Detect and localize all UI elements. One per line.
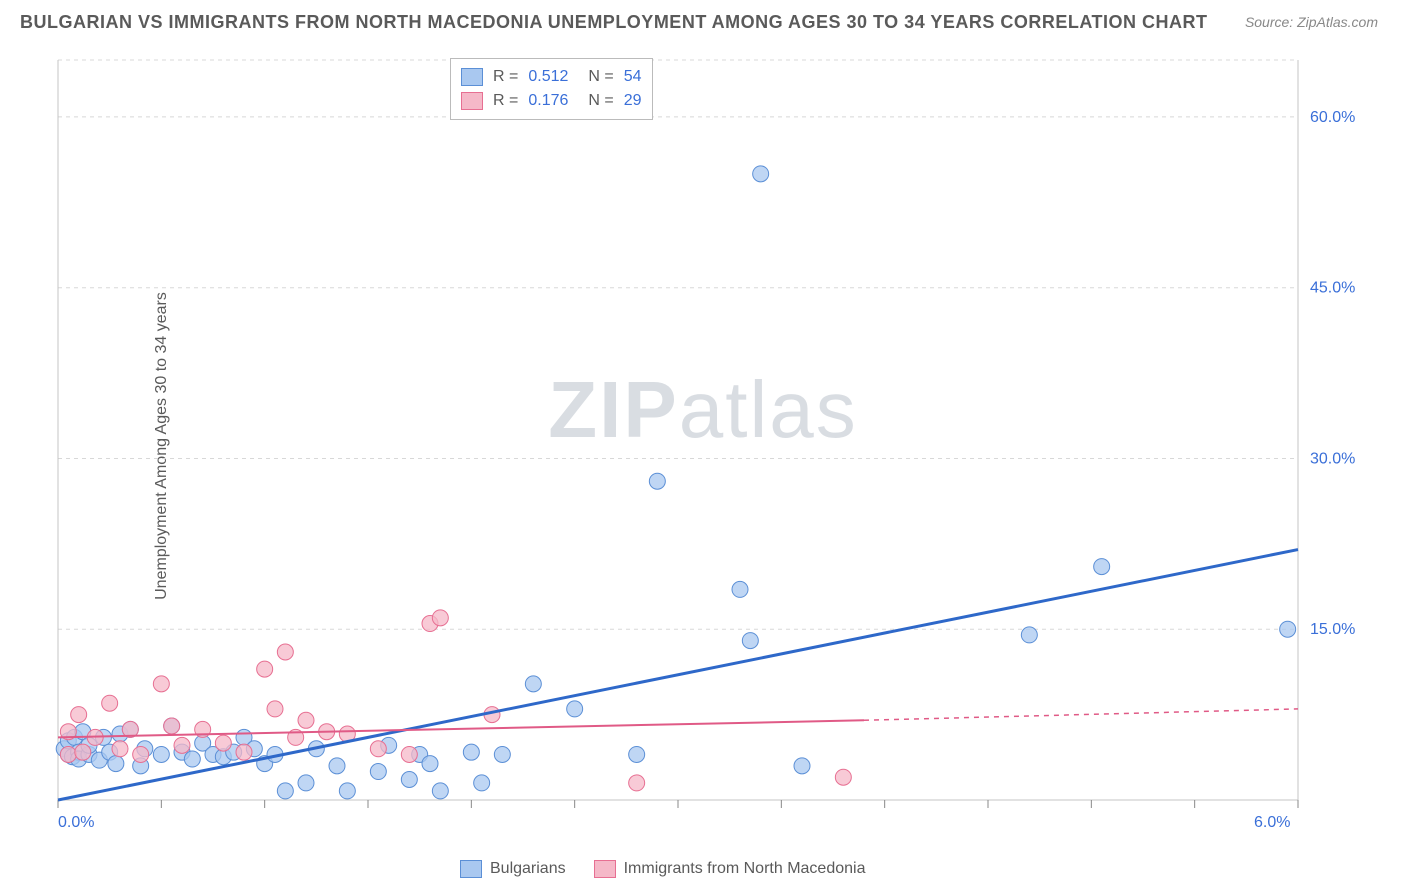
legend-swatch <box>461 68 483 86</box>
legend-r-value: 0.512 <box>528 65 568 89</box>
svg-text:30.0%: 30.0% <box>1310 450 1355 467</box>
legend-swatch <box>460 860 482 878</box>
source-attribution: Source: ZipAtlas.com <box>1245 14 1378 30</box>
legend-row: R = 0.512 N = 54 <box>461 65 642 89</box>
svg-text:45.0%: 45.0% <box>1310 280 1355 297</box>
legend-swatch <box>594 860 616 878</box>
legend-n-label: N = <box>588 65 613 89</box>
legend-row: R = 0.176 N = 29 <box>461 89 642 113</box>
scatter-plot: 15.0% 30.0% 45.0% 60.0% <box>48 50 1378 840</box>
legend-n-value: 54 <box>624 65 642 89</box>
legend-series-name: Immigrants from North Macedonia <box>624 860 866 878</box>
legend-r-label: R = <box>493 89 518 113</box>
legend-item: Immigrants from North Macedonia <box>594 860 866 878</box>
legend-n-label: N = <box>588 89 613 113</box>
correlation-legend: R = 0.512 N = 54 R = 0.176 N = 29 <box>450 58 653 120</box>
legend-swatch <box>461 92 483 110</box>
legend-r-value: 0.176 <box>528 89 568 113</box>
legend-series-name: Bulgarians <box>490 860 566 878</box>
svg-text:15.0%: 15.0% <box>1310 621 1355 638</box>
x-axis-max-label: 6.0% <box>1254 814 1290 832</box>
series-legend: Bulgarians Immigrants from North Macedoni… <box>460 860 865 878</box>
legend-n-value: 29 <box>624 89 642 113</box>
svg-text:60.0%: 60.0% <box>1310 109 1355 126</box>
legend-item: Bulgarians <box>460 860 566 878</box>
chart-title: BULGARIAN VS IMMIGRANTS FROM NORTH MACED… <box>20 12 1208 33</box>
legend-r-label: R = <box>493 65 518 89</box>
x-axis-min-label: 0.0% <box>58 814 94 832</box>
